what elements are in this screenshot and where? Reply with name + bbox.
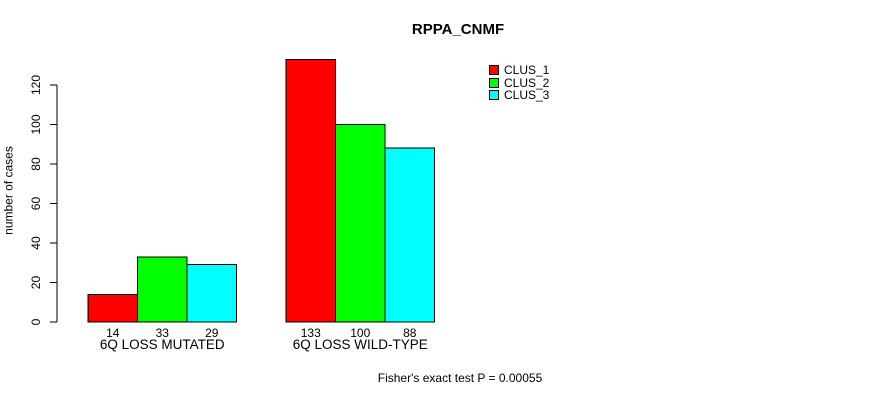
bar-value-label: 133 [301,326,321,340]
legend-label: CLUS_2 [504,75,550,90]
bar-clus_2-group2 [335,124,386,323]
bar-value-label: 33 [156,326,170,340]
bar-value-label: 14 [106,326,120,340]
y-tick-label: 100 [29,114,43,134]
legend-label: CLUS_3 [504,88,550,103]
y-tick-label: 120 [29,75,43,95]
legend-item-clus_1: CLUS_1 [489,64,549,77]
chart-title: RPPA_CNMF [411,21,505,38]
legend-item-clus_3: CLUS_3 [489,89,549,102]
legend-item-clus_2: CLUS_2 [489,77,549,90]
y-tick-label: 20 [29,276,43,290]
bar-value-label: 100 [350,326,370,340]
legend-label: CLUS_1 [504,63,550,78]
legend-swatch-icon [489,65,499,76]
y-tick-label: 60 [29,197,43,211]
x-category-label: 6Q LOSS WILD-TYPE [293,337,428,352]
x-category-label: 6Q LOSS MUTATED [100,337,225,352]
y-tick-label: 80 [29,157,43,171]
bar-clus_3-group2 [384,147,435,323]
y-tick-label: 0 [29,318,43,325]
bar-clus_1-group2 [285,58,336,323]
bar-clus_1-group1 [87,293,138,323]
bar-clus_3-group1 [186,264,237,323]
y-tick-label: 40 [29,236,43,250]
bar-clus_2-group1 [137,256,188,323]
legend-swatch-icon [489,77,499,88]
annotation-text: Fisher's exact test P = 0.00055 [377,371,543,385]
bar-value-label: 29 [205,326,219,340]
legend: CLUS_1 CLUS_2 CLUS_3 [489,64,549,102]
bar-value-label: 88 [403,326,417,340]
legend-swatch-icon [489,90,499,101]
